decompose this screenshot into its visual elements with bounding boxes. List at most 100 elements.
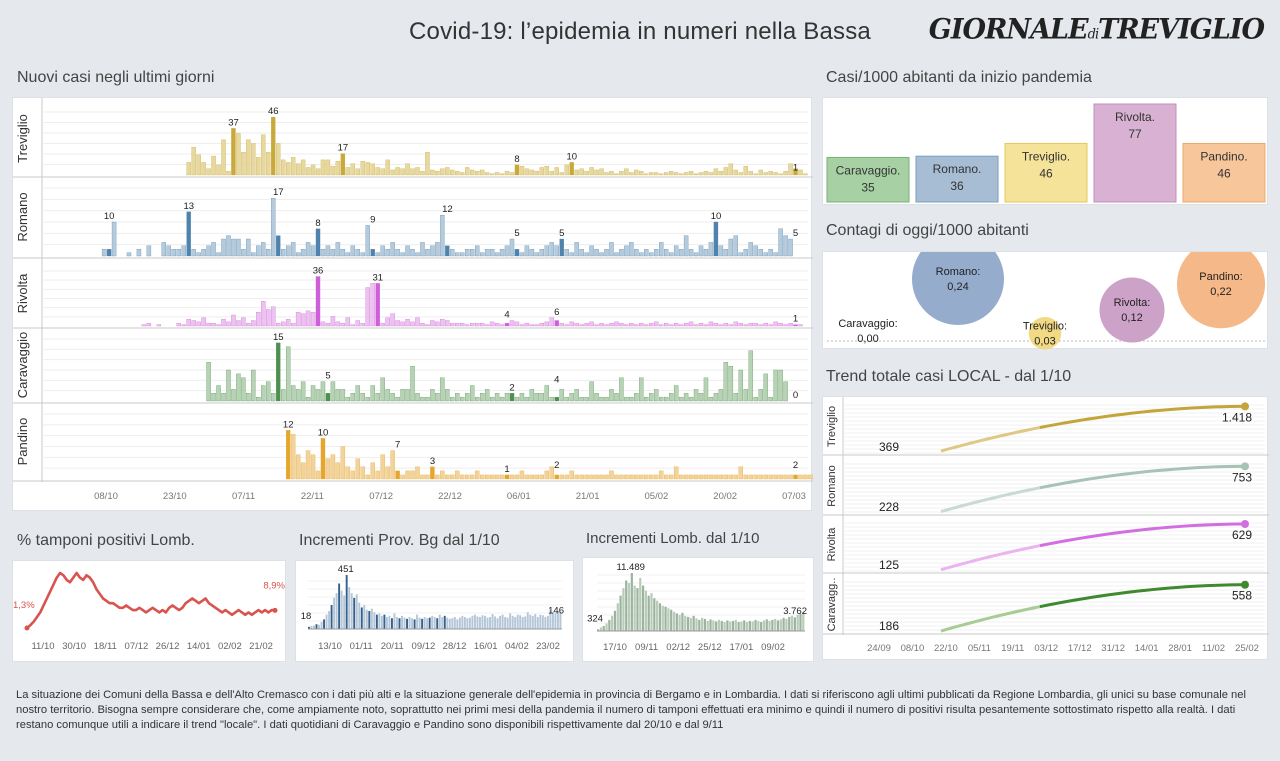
daily-bar bbox=[300, 249, 306, 257]
daily-bar bbox=[693, 324, 699, 327]
tamponi-x-tick: 21/02 bbox=[249, 641, 273, 652]
daily-bar bbox=[614, 474, 619, 480]
daily-bar bbox=[295, 454, 301, 480]
daily-bar bbox=[609, 242, 614, 257]
daily-bar bbox=[201, 317, 206, 327]
daily-value-label: 2 bbox=[793, 460, 798, 471]
per1000-bar bbox=[1093, 103, 1177, 203]
daily-bar bbox=[693, 252, 699, 257]
daily-bar bbox=[425, 474, 430, 480]
svg-bg-bar bbox=[506, 617, 509, 629]
daily-bar bbox=[206, 168, 211, 176]
daily-bar bbox=[524, 323, 530, 327]
daily-bar bbox=[574, 389, 579, 402]
daily-bar bbox=[559, 238, 564, 257]
daily-bar bbox=[708, 172, 714, 176]
daily-bar bbox=[619, 377, 624, 402]
daily-bar bbox=[405, 245, 410, 257]
daily-bar bbox=[474, 470, 480, 480]
daily-bar bbox=[335, 389, 341, 402]
svg-lomb-bar bbox=[675, 613, 678, 631]
daily-bar bbox=[534, 171, 540, 176]
daily-bar bbox=[196, 252, 201, 257]
daily-bar bbox=[271, 116, 276, 176]
daily-bar bbox=[514, 249, 520, 257]
tamponi-x-tick: 07/12 bbox=[125, 641, 149, 652]
daily-bar bbox=[251, 143, 256, 176]
daily-bar bbox=[654, 321, 659, 327]
daily-bar bbox=[355, 458, 360, 480]
per1000-bar bbox=[1182, 142, 1266, 203]
svg-lomb-bar bbox=[720, 620, 723, 631]
daily-bar bbox=[664, 249, 669, 257]
tamponi-line-chart: 1,3% 8,9% 11/10 30/10 18/11 07/12 26/12 14/01 02… bbox=[12, 560, 286, 662]
svg-lomb-bar bbox=[712, 620, 715, 631]
daily-bar bbox=[634, 474, 639, 480]
daily-bar bbox=[624, 324, 629, 327]
trend-x-tick: 22/10 bbox=[934, 643, 958, 654]
daily-bar bbox=[614, 173, 619, 176]
svg-bg-bar bbox=[519, 615, 522, 629]
daily-bar bbox=[276, 235, 281, 257]
daily-bar bbox=[584, 396, 589, 402]
today-name-label: Caravaggio: bbox=[838, 318, 897, 330]
daily-bar bbox=[554, 474, 559, 480]
daily-bar bbox=[281, 249, 286, 257]
svg-lomb-bar bbox=[650, 593, 653, 631]
svg-bg-bar bbox=[456, 619, 459, 629]
daily-bar bbox=[783, 235, 788, 257]
daily-value-label: 5 bbox=[514, 228, 519, 239]
daily-bar bbox=[763, 373, 768, 402]
daily-bar bbox=[365, 474, 370, 480]
svg-lomb-bar bbox=[717, 619, 721, 631]
daily-bar bbox=[425, 324, 430, 327]
daily-bar bbox=[295, 163, 301, 176]
daily-bar bbox=[226, 369, 231, 402]
trend-start-label: 369 bbox=[879, 440, 899, 454]
daily-bar bbox=[435, 321, 440, 327]
svg-lomb-bar bbox=[599, 627, 603, 631]
svg-lomb-x-tick: 09/11 bbox=[635, 642, 658, 653]
svg-bg-bar bbox=[313, 625, 315, 629]
daily-bar bbox=[664, 323, 669, 327]
daily-bar bbox=[738, 323, 743, 327]
daily-bar bbox=[455, 171, 460, 176]
daily-bar bbox=[365, 225, 370, 257]
svg-lomb-x-tick: 09/02 bbox=[761, 642, 785, 653]
daily-bar bbox=[703, 249, 709, 257]
daily-bar bbox=[713, 474, 719, 480]
daily-bar bbox=[594, 169, 599, 176]
daily-bar bbox=[798, 474, 803, 480]
daily-bar bbox=[181, 245, 186, 257]
svg-bg-bar bbox=[541, 615, 544, 629]
daily-bar bbox=[360, 393, 365, 402]
svg-bg-bar bbox=[441, 617, 444, 629]
daily-bar bbox=[300, 313, 306, 327]
daily-bar bbox=[111, 221, 117, 257]
svg-bg-x-tick: 04/02 bbox=[505, 641, 529, 652]
daily-bar bbox=[370, 163, 375, 176]
svg-lomb-bar bbox=[672, 611, 676, 631]
daily-bar bbox=[191, 147, 196, 176]
daily-bar bbox=[350, 324, 356, 327]
daily-bar bbox=[236, 133, 241, 176]
tamponi-x-tick: 18/11 bbox=[94, 641, 117, 652]
daily-bar bbox=[450, 474, 455, 480]
svg-bg-bar bbox=[308, 626, 310, 629]
daily-bar bbox=[470, 249, 475, 257]
svg-bg-bar bbox=[350, 593, 353, 629]
daily-bar bbox=[783, 381, 788, 402]
daily-bar bbox=[614, 321, 619, 327]
daily-bar bbox=[400, 168, 405, 176]
svg-bg-bar bbox=[373, 612, 376, 629]
daily-bar bbox=[574, 169, 579, 176]
daily-bar bbox=[400, 252, 405, 257]
daily-bar bbox=[425, 249, 430, 257]
daily-bar bbox=[499, 249, 505, 257]
daily-bar bbox=[569, 393, 574, 402]
logo-small: di bbox=[1087, 26, 1100, 43]
svg-lomb-bar bbox=[701, 617, 704, 631]
daily-bar bbox=[241, 152, 246, 176]
svg-bg-bar bbox=[335, 593, 338, 629]
daily-bar bbox=[415, 393, 420, 402]
